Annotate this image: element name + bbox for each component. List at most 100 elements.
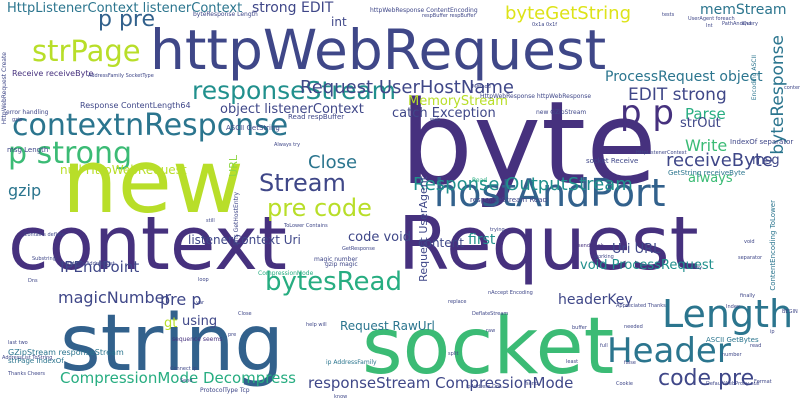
cloud-word: help will bbox=[306, 322, 327, 328]
cloud-word: gzip magic bbox=[325, 261, 358, 268]
cloud-word: HttpWebRequest Create bbox=[1, 52, 8, 125]
cloud-word: working bbox=[594, 254, 614, 260]
cloud-word: contextnResponse bbox=[12, 108, 289, 143]
cloud-word: Index bbox=[726, 304, 740, 310]
cloud-word: Write bbox=[685, 136, 728, 155]
cloud-word: know bbox=[334, 394, 348, 400]
cloud-word: respBuffer respBuffer bbox=[422, 13, 476, 19]
cloud-word: least bbox=[566, 359, 579, 365]
cloud-word: Header bbox=[607, 331, 731, 371]
cloud-word: int bbox=[331, 15, 347, 29]
cloud-word: Thanks Cheers bbox=[8, 371, 46, 377]
cloud-word: Response OutputStream bbox=[413, 174, 633, 195]
cloud-word: ContentEncoding ToLower bbox=[769, 200, 777, 291]
cloud-word: content bbox=[418, 236, 464, 250]
cloud-word: UserAgent foreach bbox=[688, 16, 735, 22]
cloud-word: Dns GetHostEntry bbox=[233, 192, 240, 246]
cloud-word: HttpListenerContext listenerContext bbox=[7, 1, 243, 16]
cloud-word: null HttpWebRequest bbox=[60, 163, 187, 177]
cloud-word: p pre bbox=[98, 7, 156, 32]
cloud-word: Request bbox=[398, 201, 699, 287]
cloud-word: strOut bbox=[680, 116, 721, 131]
cloud-word: finally bbox=[740, 293, 756, 299]
cloud-word: ASCII GetBytes bbox=[706, 336, 759, 344]
cloud-word: p p bbox=[620, 93, 674, 133]
cloud-word: bytesRead bbox=[265, 267, 402, 297]
cloud-word: byte bbox=[400, 77, 657, 211]
cloud-word: false bbox=[624, 360, 636, 366]
cloud-word: using bbox=[182, 314, 218, 329]
cloud-word: GetResponse bbox=[342, 246, 375, 252]
cloud-word: Contains deflate bbox=[24, 232, 65, 238]
cloud-word: strPage bbox=[32, 34, 141, 68]
cloud-word: magicNumber bbox=[58, 288, 172, 307]
cloud-word: MemoryStream bbox=[408, 94, 508, 109]
cloud-word: Close bbox=[238, 311, 252, 317]
cloud-word: BEGIN bbox=[782, 309, 798, 315]
cloud-word: send back bbox=[578, 243, 604, 249]
cloud-word: Request UserAgent bbox=[417, 176, 430, 282]
cloud-word: GZipStream responseStream bbox=[8, 348, 124, 357]
cloud-word: Response ContentLength64 bbox=[80, 101, 191, 110]
cloud-word: msg Length bbox=[7, 146, 49, 154]
cloud-word: new GZipStream bbox=[536, 109, 587, 116]
cloud-word: web bbox=[430, 117, 441, 123]
cloud-word: replace bbox=[448, 299, 467, 305]
cloud-word: full bbox=[600, 343, 608, 349]
cloud-word: buffer bbox=[572, 325, 587, 331]
cloud-word: memStream bbox=[700, 2, 787, 18]
cloud-word: Read bbox=[472, 177, 488, 184]
cloud-word: ipAddress AddressList bbox=[60, 261, 115, 267]
cloud-word: Connect ip bbox=[170, 366, 197, 372]
cloud-word: listenerContext Uri bbox=[188, 233, 301, 247]
cloud-word: ip AddressFamily bbox=[326, 359, 377, 366]
cloud-word: tests bbox=[662, 12, 675, 18]
cloud-word: GetString receiveByte bbox=[668, 169, 746, 177]
cloud-word: HttpListenerContext bbox=[636, 150, 687, 156]
cloud-word: httpWebResponse ContentEncoding bbox=[370, 7, 478, 14]
cloud-word: DeflateStream bbox=[472, 311, 509, 317]
cloud-word: gzip bbox=[12, 117, 23, 123]
cloud-word: loop bbox=[198, 277, 209, 283]
cloud-word: strong EDIT bbox=[252, 0, 334, 16]
cloud-word: headerKey bbox=[558, 292, 633, 308]
cloud-word: Int bbox=[706, 23, 713, 29]
cloud-word: byteResponse Length bbox=[193, 11, 258, 18]
cloud-word: trying bbox=[490, 227, 505, 233]
cloud-word: separator bbox=[738, 255, 763, 261]
cloud-word: catch Exception bbox=[392, 106, 496, 121]
cloud-word: ip bbox=[770, 329, 775, 335]
cloud-word: Substring bbox=[32, 256, 56, 262]
cloud-word: sequence seems bbox=[172, 336, 223, 343]
cloud-word: responseStream CompressionMode bbox=[308, 374, 574, 392]
cloud-word: strPage IndexOf bbox=[8, 357, 64, 365]
cloud-word: Uri URL bbox=[612, 242, 661, 257]
cloud-word: var bbox=[196, 300, 205, 306]
cloud-word: byteGetString bbox=[505, 3, 632, 24]
cloud-word: Appreciated Thanks bbox=[616, 303, 666, 309]
cloud-word: error handling bbox=[6, 109, 49, 116]
cloud-word: URL bbox=[227, 155, 240, 177]
cloud-word: code pre bbox=[658, 366, 755, 391]
cloud-word: msg bbox=[752, 153, 780, 168]
cloud-word: ProtocolType Tcp bbox=[200, 387, 250, 394]
cloud-word: pre code bbox=[267, 194, 372, 222]
cloud-word: object listenerContext bbox=[220, 102, 364, 117]
cloud-word: still bbox=[206, 218, 215, 224]
cloud-word: Request UserHostName bbox=[300, 77, 514, 98]
cloud-word: read bbox=[750, 343, 762, 349]
cloud-word: first bbox=[468, 232, 496, 248]
cloud-word: Request RawUrl bbox=[340, 319, 435, 333]
cloud-word: magic number bbox=[314, 256, 358, 263]
cloud-word: string bbox=[60, 299, 284, 389]
cloud-word: PathAndQuery bbox=[722, 21, 758, 27]
cloud-word: gt bbox=[164, 316, 178, 331]
cloud-word: Format bbox=[754, 379, 772, 385]
cloud-word: Always try bbox=[274, 142, 301, 148]
cloud-word: last two bbox=[8, 340, 28, 346]
cloud-word: 0x1a 0x1f bbox=[532, 22, 558, 28]
cloud-word: EDIT strong bbox=[628, 85, 727, 105]
cloud-word: IndexOf separator bbox=[730, 138, 794, 146]
cloud-word: needed bbox=[624, 324, 643, 330]
